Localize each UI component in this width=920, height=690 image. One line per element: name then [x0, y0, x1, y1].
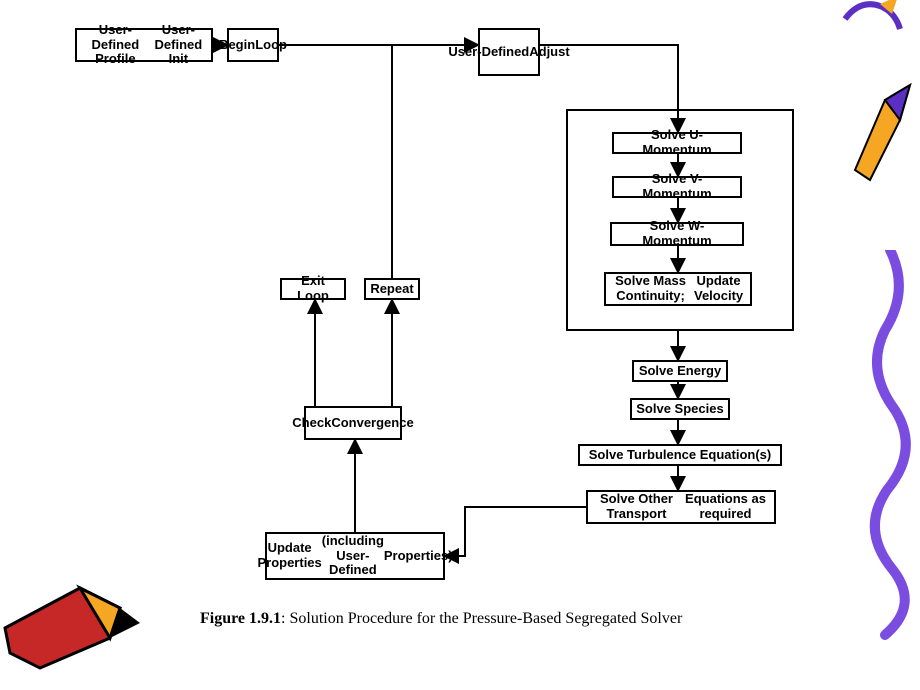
caption-bold: Figure 1.9.1	[200, 610, 281, 627]
node-begin-loop: BeginLoop	[227, 28, 279, 62]
deco-bottom-left-crayon-icon	[0, 568, 150, 688]
node-check-convergence: CheckConvergence	[304, 406, 402, 440]
node-exit-loop: Exit Loop	[280, 278, 346, 300]
deco-right-squiggle-icon	[865, 250, 920, 640]
node-solve-turbulence: Solve Turbulence Equation(s)	[578, 444, 782, 466]
node-user-defined-adjust: User-DefinedAdjust	[478, 28, 540, 76]
node-solve-v-momentum: Solve V-Momentum	[612, 176, 742, 198]
node-solve-u-momentum: Solve U-Momentum	[612, 132, 742, 154]
deco-top-right-icon	[840, 0, 910, 34]
node-solve-energy: Solve Energy	[632, 360, 728, 382]
figure-caption: Figure 1.9.1: Solution Procedure for the…	[200, 610, 682, 628]
node-solve-other-transport: Solve Other TransportEquations as requir…	[586, 490, 776, 524]
node-solve-species: Solve Species	[630, 398, 730, 420]
node-update-properties: Update Properties(including User-Defined…	[265, 532, 445, 580]
deco-right-pencil-icon	[850, 80, 920, 200]
node-user-defined-profile: User-Defined ProfileUser-Defined Init	[75, 28, 213, 62]
caption-rest: : Solution Procedure for the Pressure-Ba…	[281, 610, 682, 627]
flow-edges	[0, 0, 920, 690]
node-solve-mass-continuity: Solve Mass Continuity;Update Velocity	[604, 272, 752, 306]
node-repeat: Repeat	[364, 278, 420, 300]
node-solve-w-momentum: Solve W-Momentum	[610, 222, 744, 246]
